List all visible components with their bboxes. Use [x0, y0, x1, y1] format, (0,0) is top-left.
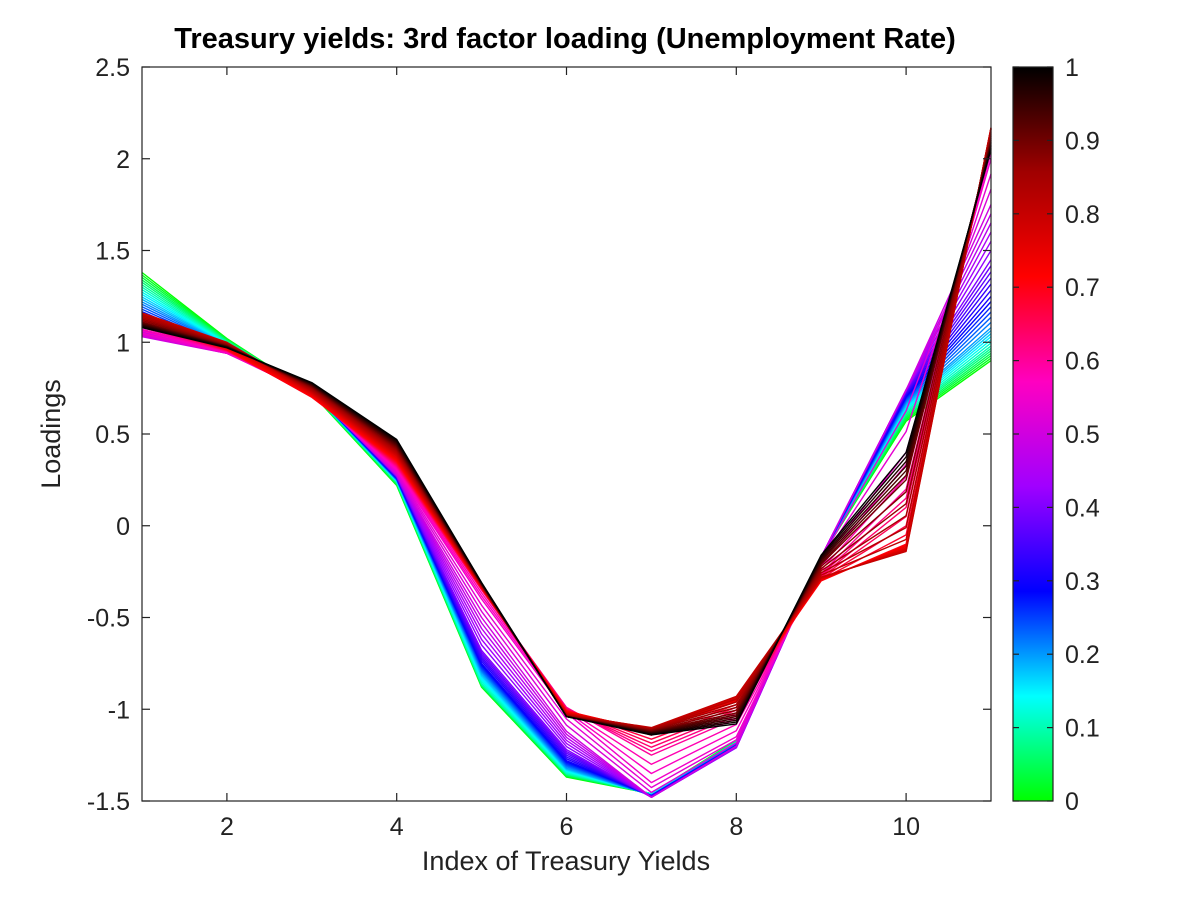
y-tick-label: 2.5: [95, 54, 130, 82]
y-tick-label: -1.5: [87, 788, 130, 816]
x-tick-label: 8: [729, 813, 743, 841]
series-line: [141, 128, 992, 730]
colorbar-tick-label: 0.8: [1065, 201, 1100, 229]
colorbar-tick-label: 1: [1065, 54, 1079, 82]
y-tick-label: 1: [116, 329, 130, 357]
colorbar-tick-label: 0.5: [1065, 421, 1100, 449]
x-tick-label: 2: [220, 813, 234, 841]
plot-area-frame: [141, 66, 992, 802]
series-line: [141, 152, 992, 775]
x-axis: 2 4 6 8 10: [220, 67, 920, 841]
series-line: [141, 141, 992, 733]
series-line: [141, 146, 992, 735]
series-line: [141, 158, 992, 784]
series-line: [141, 301, 992, 797]
y-tick-label: 0: [116, 513, 130, 541]
plot-series-group: [141, 127, 992, 798]
x-tick-label: 10: [892, 813, 920, 841]
colorbar-tick-label: 0.1: [1065, 715, 1100, 743]
series-line: [141, 146, 992, 765]
series-line: [141, 189, 992, 794]
series-line: [141, 138, 992, 752]
series-line: [141, 128, 992, 731]
y-tick-label: 2: [116, 146, 130, 174]
series-line: [141, 132, 992, 740]
series-line: [141, 306, 992, 797]
series-line: [141, 131, 992, 736]
series-line: [141, 127, 992, 729]
series-line: [141, 136, 992, 748]
colorbar-tick-label: 0.9: [1065, 127, 1100, 155]
series-line: [141, 140, 992, 756]
x-tick-label: 4: [390, 813, 404, 841]
y-tick-label: -0.5: [87, 605, 130, 633]
colorbar-tick-label: 0.7: [1065, 274, 1100, 302]
series-line: [141, 306, 992, 797]
y-tick-label: -1: [108, 696, 130, 724]
series-line: [141, 286, 992, 795]
series-line: [141, 127, 992, 729]
series-line: [141, 134, 992, 744]
series-line: [141, 149, 992, 736]
series-line: [141, 131, 992, 730]
colorbar: [1012, 66, 1054, 802]
colorbar-tick-label: 0: [1065, 788, 1079, 816]
y-tick-label: 1.5: [95, 238, 130, 266]
colorbar-tick-label: 0.6: [1065, 348, 1100, 376]
series-line: [141, 301, 992, 797]
x-tick-label: 6: [560, 813, 574, 841]
series-line: [141, 138, 992, 732]
series-line: [141, 133, 992, 731]
series-line: [141, 147, 992, 735]
colorbar-tick-label: 0.4: [1065, 494, 1100, 522]
y-axis-label: Loadings: [36, 379, 66, 489]
chart-title: Treasury yields: 3rd factor loading (Une…: [174, 23, 956, 55]
series-line: [141, 143, 992, 734]
series-line: [141, 135, 992, 731]
series-line: [141, 129, 992, 732]
colorbar-axis: 0 0.1 0.2 0.3 0.4 0.5 0.6 0.7 0.8 0.9 1: [1013, 54, 1100, 816]
y-axis: -1.5 -1 -0.5 0 0.5 1 1.5 2 2.5: [87, 54, 991, 816]
colorbar-tick-label: 0.3: [1065, 568, 1100, 596]
x-axis-label: Index of Treasury Yields: [422, 846, 710, 876]
series-line: [141, 128, 992, 731]
colorbar-tick-label: 0.2: [1065, 641, 1100, 669]
series-line: [141, 140, 992, 732]
series-line: [141, 128, 992, 732]
series-line: [141, 144, 992, 734]
series-line: [141, 129, 992, 729]
y-tick-label: 0.5: [95, 421, 130, 449]
series-line: [141, 284, 992, 795]
